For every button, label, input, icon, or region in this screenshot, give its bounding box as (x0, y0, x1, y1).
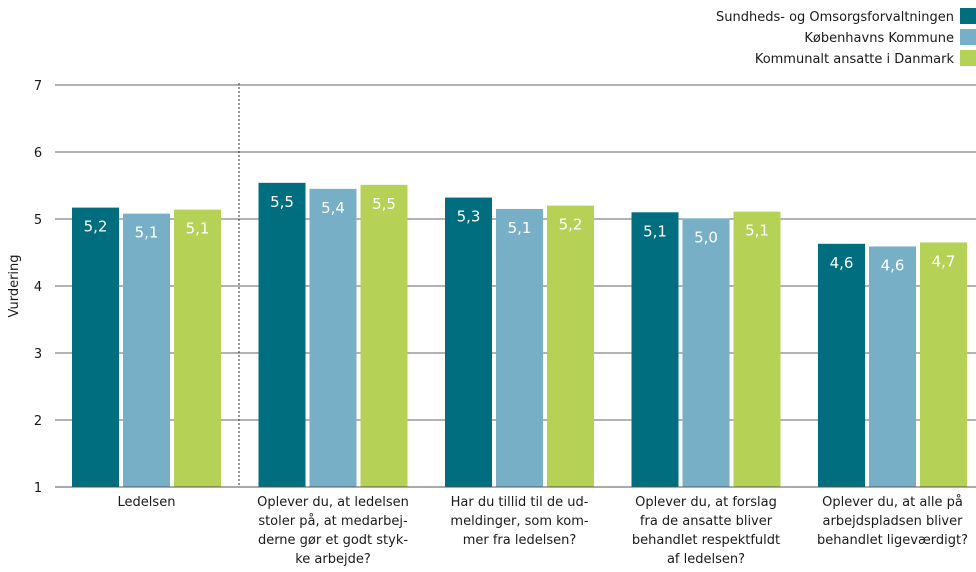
data-label: 4,6 (830, 254, 854, 272)
category-label: Har du tillid til de ud-meldinger, som k… (450, 495, 588, 548)
y-tick-label: 5 (34, 213, 42, 228)
data-label: 5,1 (745, 222, 769, 240)
bar (496, 208, 543, 487)
bar (869, 246, 916, 487)
legend: Sundheds- og Omsorgsforvaltningen Københa… (716, 8, 976, 67)
category-labels: Ledelsen Oplever du, at ledelsen stoler på… (118, 495, 968, 567)
data-label: 5,0 (694, 228, 718, 246)
bar (920, 242, 967, 487)
bar (174, 209, 221, 487)
legend-swatch (960, 29, 976, 45)
y-tick-label: 2 (34, 414, 42, 429)
bar (360, 184, 408, 487)
bar (631, 212, 679, 488)
y-tick-label: 7 (34, 79, 42, 94)
bar (258, 182, 306, 487)
y-tick-labels: 1 2 3 4 5 6 7 (34, 79, 42, 496)
legend-label: Kommunalt ansatte i Danmark (755, 52, 955, 67)
bar (547, 205, 594, 487)
bar (733, 211, 781, 487)
category-label: Oplever du, at forslag fra de ansatte bli… (632, 495, 780, 567)
data-label: 5,5 (372, 195, 396, 213)
data-label: 5,2 (84, 218, 108, 236)
bar (818, 243, 865, 487)
y-axis-label: Vurdering (7, 254, 22, 317)
value-labels: 5,2 5,1 5,1 5,5 5,4 5,5 5,3 5,1 5,2 5,1 5,0 5,1 4,6 4… (84, 193, 956, 275)
y-tick-label: 6 (34, 146, 42, 161)
data-label: 5,1 (508, 219, 532, 237)
data-label: 5,1 (643, 222, 667, 240)
data-label: 5,2 (559, 216, 583, 234)
data-label: 5,3 (457, 208, 481, 226)
data-label: 5,5 (270, 193, 294, 211)
category-label: Ledelsen (118, 495, 176, 510)
legend-swatch (960, 8, 976, 24)
category-label: Oplever du, at ledelsen stoler på, at med… (257, 495, 409, 567)
bar (123, 213, 170, 487)
category-label: Oplever du, at alle på arbejdspladsen bli… (817, 495, 968, 548)
legend-label: Sundheds- og Omsorgsforvaltningen (716, 10, 954, 25)
y-tick-label: 1 (34, 481, 42, 496)
bar (682, 218, 730, 487)
data-label: 4,7 (932, 252, 956, 270)
bar (309, 188, 357, 487)
y-tick-label: 4 (34, 280, 42, 295)
legend-swatch (960, 50, 976, 66)
bar (445, 197, 492, 487)
data-label: 5,4 (321, 199, 345, 217)
data-label: 5,1 (135, 224, 159, 242)
bar (72, 207, 119, 488)
bars (72, 182, 967, 488)
data-label: 5,1 (186, 220, 210, 238)
data-label: 4,6 (881, 256, 905, 274)
y-tick-label: 3 (34, 347, 42, 362)
legend-label: Københavns Kommune (804, 31, 954, 46)
